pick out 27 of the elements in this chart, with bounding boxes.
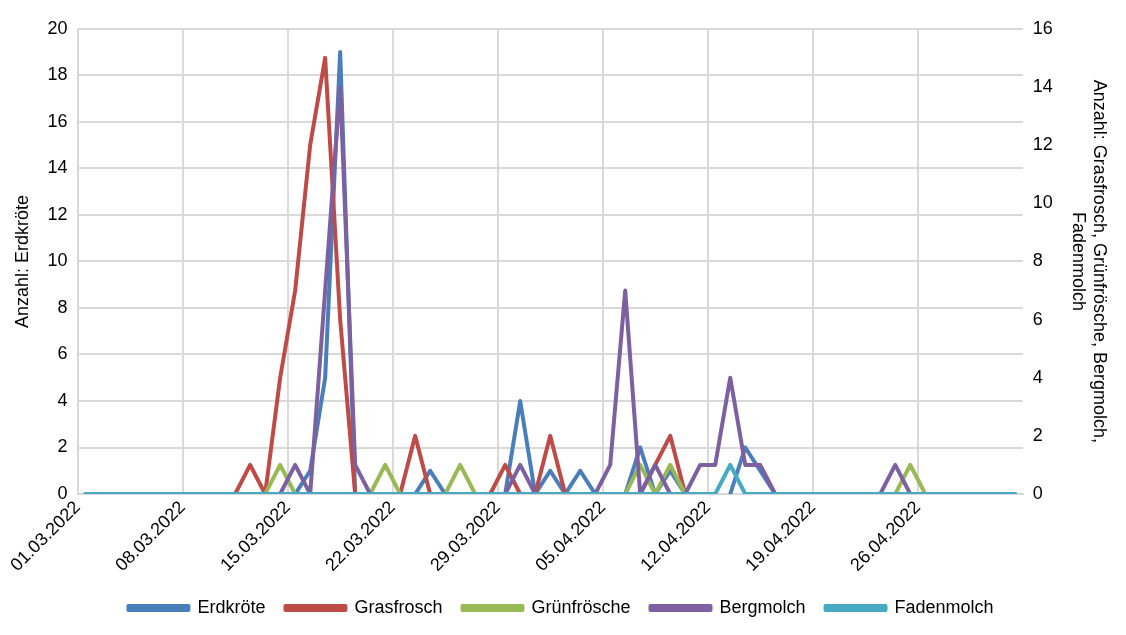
y-tick-label: 6 xyxy=(57,343,68,364)
y2-tick-label: 16 xyxy=(1032,17,1053,38)
y-tick-label: 16 xyxy=(47,110,68,131)
y-axis-title: Anzahl: Erdkröte xyxy=(11,194,32,328)
y-tick-label: 0 xyxy=(57,482,68,503)
y2-tick-label: 0 xyxy=(1032,482,1043,503)
legend-label: Grasfrosch xyxy=(354,596,443,617)
legend-label: Erdkröte xyxy=(197,596,266,617)
y2-axis-title: Anzahl: Grasfrosch, Grünfrösche, Bergmolch, Fadenmolch xyxy=(1068,79,1111,443)
y2-tick-label: 14 xyxy=(1032,75,1053,96)
y-tick-label: 8 xyxy=(57,296,68,317)
y-tick-label: 14 xyxy=(47,157,68,178)
y2-tick-label: 2 xyxy=(1032,424,1043,445)
y2-tick-label: 12 xyxy=(1032,134,1053,155)
y-tick-label: 4 xyxy=(57,389,68,410)
y2-tick-label: 4 xyxy=(1032,366,1043,387)
y-tick-label: 18 xyxy=(47,64,68,85)
y-tick-label: 2 xyxy=(57,436,68,457)
legend-label: Grünfrösche xyxy=(531,596,631,617)
y-tick-label: 12 xyxy=(47,203,68,224)
legend-label: Fadenmolch xyxy=(894,596,994,617)
y-tick-label: 10 xyxy=(47,250,68,271)
y2-tick-label: 10 xyxy=(1032,192,1053,213)
legend-label: Bergmolch xyxy=(719,596,806,617)
y2-tick-label: 8 xyxy=(1032,250,1043,271)
y-tick-label: 20 xyxy=(47,17,68,38)
y2-tick-label: 6 xyxy=(1032,308,1043,329)
